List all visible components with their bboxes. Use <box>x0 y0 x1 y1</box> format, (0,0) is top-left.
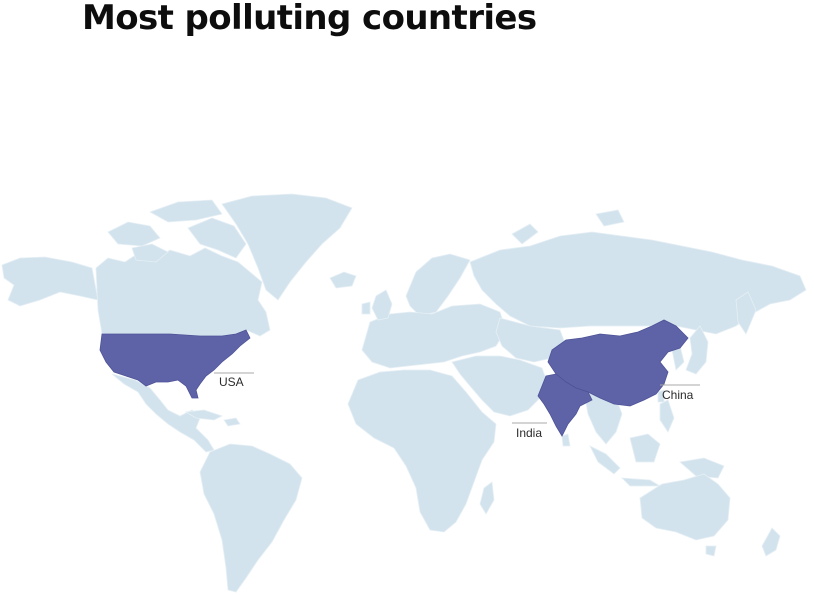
land-taiwan <box>657 389 665 403</box>
land-russia <box>469 231 807 335</box>
highlighted-countries <box>99 319 689 437</box>
land-novaya-zemlya <box>511 223 539 245</box>
land-severnaya <box>595 209 625 227</box>
callout-label-china: China <box>662 388 694 402</box>
land-baffin <box>187 217 247 259</box>
land-iceland <box>329 271 357 289</box>
land-borneo <box>629 433 661 463</box>
land-canada-islands <box>107 221 161 247</box>
land-europe <box>361 303 507 369</box>
callout-label-usa: USA <box>219 375 244 389</box>
land-greenland <box>221 193 353 301</box>
callout-china: China <box>660 384 700 402</box>
land-new-guinea <box>679 457 725 479</box>
land-africa <box>347 369 497 533</box>
land-kamchatka <box>735 291 757 335</box>
land-new-zealand <box>761 527 781 557</box>
land-central-asia <box>495 317 567 363</box>
land-britain <box>371 289 393 321</box>
land-philippines <box>659 399 675 433</box>
land-alaska <box>1 256 99 307</box>
callout-india: India <box>512 422 547 440</box>
land-cuba <box>184 409 224 421</box>
land-ireland <box>361 301 371 315</box>
callout-label-india: India <box>516 426 542 440</box>
land-mexico <box>111 373 215 453</box>
land-south-america <box>199 443 303 593</box>
land-middle-east <box>451 355 549 417</box>
callout-usa: USA <box>214 372 254 389</box>
land-sri-lanka <box>561 433 571 447</box>
country-usa[interactable] <box>99 329 251 399</box>
land-japan <box>685 325 709 375</box>
land-victoria <box>131 243 169 263</box>
land-sumatra <box>589 445 621 475</box>
land-hispaniola <box>223 417 241 427</box>
land-australia <box>639 473 731 541</box>
callouts: USA India China <box>214 372 700 440</box>
land-java <box>620 477 662 487</box>
land-ellesmere <box>149 199 223 223</box>
land-madagascar <box>479 481 495 515</box>
country-india[interactable] <box>537 373 593 437</box>
map-title: Most polluting countries <box>82 0 537 38</box>
land-canada <box>95 247 271 337</box>
land-tasmania <box>705 545 717 557</box>
world-land <box>1 193 807 593</box>
